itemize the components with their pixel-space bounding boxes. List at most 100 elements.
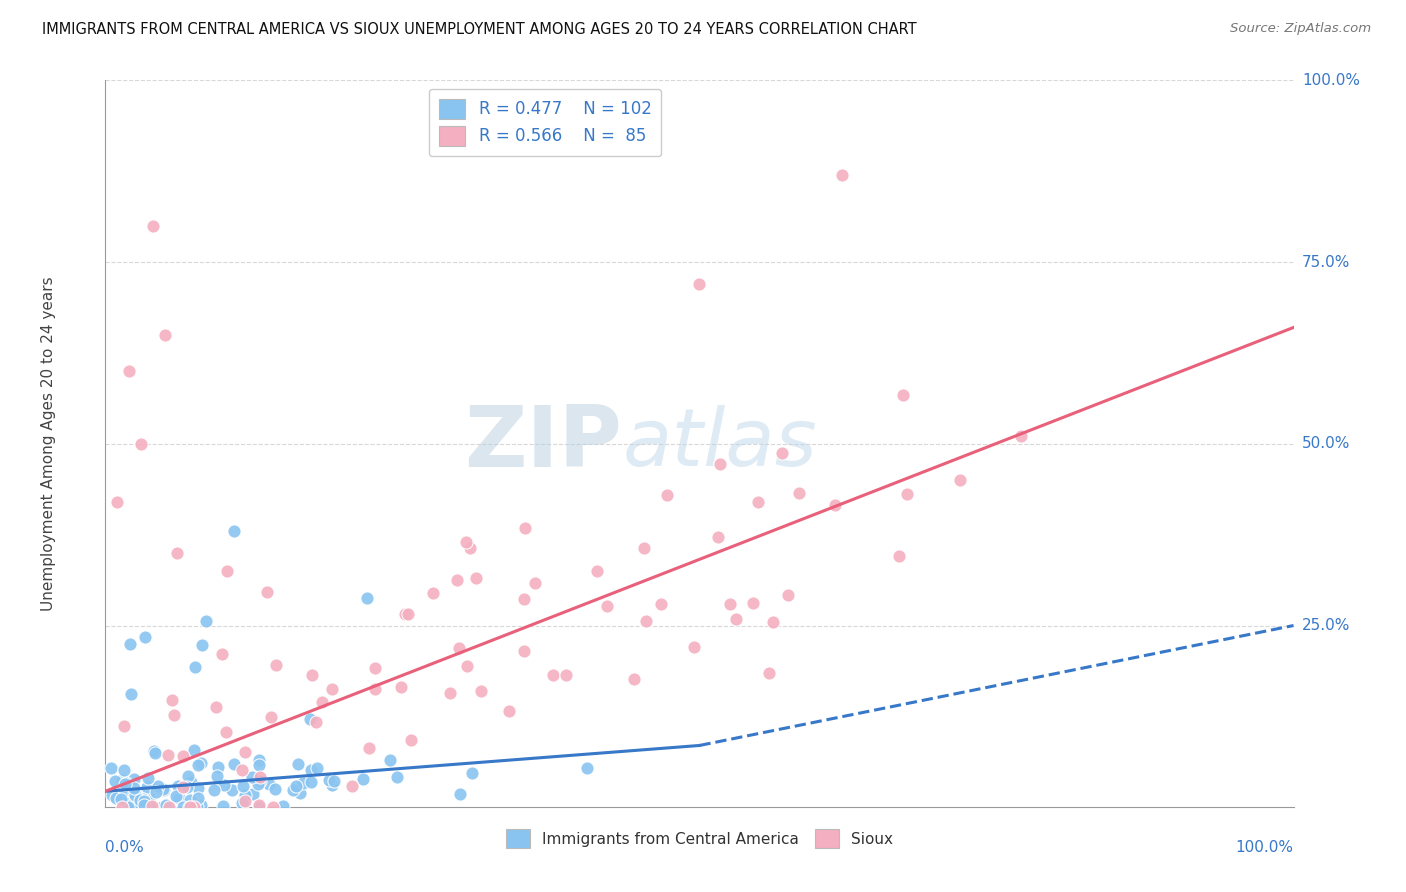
Point [207,760,229,774]
Point [215,564,238,578]
Point [524,575,547,590]
Point [288,786,311,800]
Text: 100.0%: 100.0% [1302,73,1360,87]
Text: Source: ZipAtlas.com: Source: ZipAtlas.com [1230,22,1371,36]
Point [257,777,280,791]
Point [247,758,270,772]
Point [100,761,122,775]
Point [165,789,187,803]
Point [187,791,209,805]
Point [650,597,672,611]
Point [157,747,180,762]
Point [167,780,190,794]
Point [281,782,304,797]
Point [179,800,201,814]
Point [634,614,657,628]
Point [623,672,645,686]
Point [233,794,256,808]
Point [104,774,127,789]
Text: ZIP: ZIP [464,402,623,485]
Point [249,770,271,784]
Point [683,640,706,654]
Text: 100.0%: 100.0% [1236,840,1294,855]
Point [689,277,711,291]
Point [240,770,263,784]
Legend: Immigrants from Central America, Sioux: Immigrants from Central America, Sioux [499,823,900,855]
Point [211,647,233,661]
Point [139,800,162,814]
Point [129,437,152,451]
Point [224,757,246,772]
Point [111,800,134,814]
Point [342,780,364,794]
Point [152,782,174,797]
Point [153,327,176,342]
Point [187,780,209,795]
Point [183,742,205,756]
Point [378,753,401,767]
Text: 75.0%: 75.0% [1302,254,1350,269]
Point [449,787,471,801]
Point [187,757,209,772]
Point [724,611,747,625]
Point [575,762,598,776]
Point [359,740,381,755]
Point [141,798,163,813]
Point [233,789,256,803]
Text: 0.0%: 0.0% [105,840,145,855]
Point [307,762,329,776]
Point [321,681,343,696]
Point [153,783,176,797]
Point [1010,429,1032,443]
Point [120,687,142,701]
Text: atlas: atlas [623,405,817,483]
Point [464,571,486,585]
Point [387,771,409,785]
Point [287,757,309,772]
Point [311,695,333,709]
Point [747,495,769,509]
Point [446,574,468,588]
Point [190,797,212,812]
Point [292,776,315,790]
Point [247,777,270,791]
Point [824,498,846,512]
Point [271,799,294,814]
Point [262,800,284,814]
Point [256,584,278,599]
Point [709,458,731,472]
Point [541,668,564,682]
Point [456,535,478,549]
Point [770,446,793,460]
Point [114,777,136,791]
Point [205,769,228,783]
Point [657,488,679,502]
Point [112,719,135,733]
Point [157,800,180,814]
Point [221,782,243,797]
Point [513,521,536,535]
Point [318,773,340,788]
Point [191,638,214,652]
Point [512,592,534,607]
Point [204,700,226,714]
Point [141,800,163,814]
Point [167,791,190,805]
Point [447,640,470,655]
Point [896,487,918,501]
Point [118,800,141,814]
Point [586,564,609,578]
Point [513,643,536,657]
Point [131,800,153,814]
Point [399,732,422,747]
Point [242,788,264,802]
Point [718,597,741,611]
Point [596,599,619,614]
Point [128,792,150,806]
Point [762,615,785,629]
Point [142,744,165,758]
Point [247,753,270,767]
Point [160,693,183,707]
Point [180,774,202,789]
Point [356,591,378,605]
